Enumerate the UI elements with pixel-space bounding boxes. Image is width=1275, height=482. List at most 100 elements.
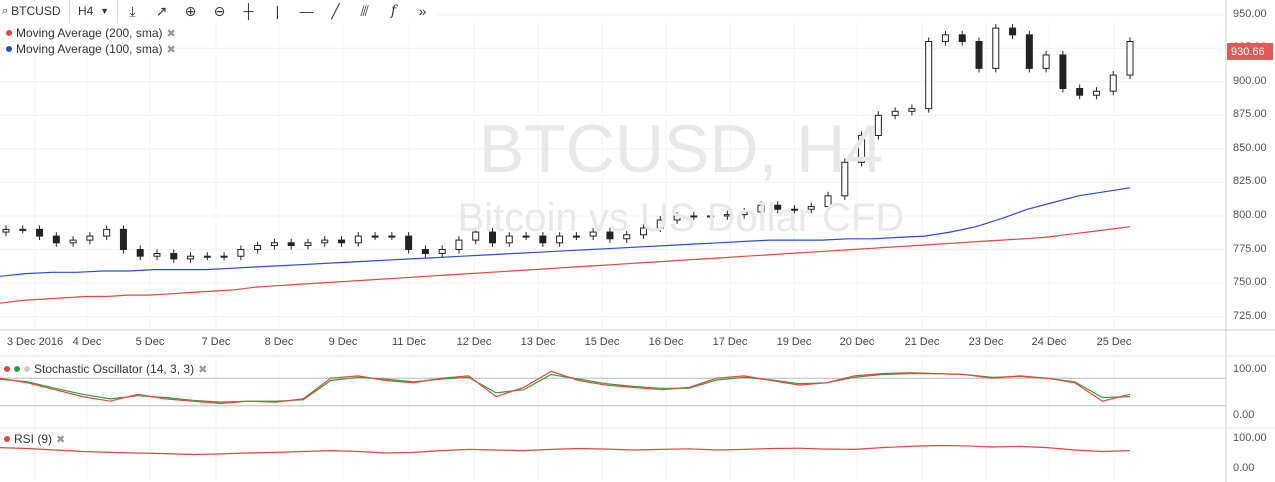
candle <box>824 191 832 211</box>
candle-body-up <box>925 41 933 110</box>
fib-icon[interactable]: ⫻ <box>360 2 369 19</box>
remove-icon[interactable]: ✖ <box>56 433 66 446</box>
rsi-panel <box>0 444 1131 456</box>
candle-body-down <box>606 231 614 240</box>
remove-icon[interactable]: ✖ <box>166 43 176 56</box>
candle <box>656 215 664 233</box>
candle-body-down <box>539 235 547 244</box>
price-tick-label: 725.00 <box>1233 309 1267 322</box>
crosshair-icon[interactable]: ┼ <box>243 3 254 19</box>
legend-ma100[interactable]: Moving Average (100, sma) ✖ <box>6 42 176 56</box>
candle <box>589 228 597 241</box>
candle-body-up <box>187 255 195 260</box>
stoch-tick-0: 0.00 <box>1233 409 1255 421</box>
rsi-tick-100: 100.00 <box>1233 432 1267 444</box>
candle-body-up <box>1092 90 1100 96</box>
candle <box>690 211 698 220</box>
candle-body-down <box>975 41 983 69</box>
zoom-out-icon[interactable]: ⊖ <box>213 2 226 19</box>
candle-body-up <box>220 255 228 258</box>
candle <box>841 158 849 200</box>
price-tick-label: 850.00 <box>1233 141 1267 154</box>
candle-body-up <box>992 27 1000 69</box>
candle-body-up <box>858 134 866 163</box>
candle <box>740 207 748 219</box>
more-icon[interactable]: » <box>418 3 427 19</box>
remove-icon[interactable]: ✖ <box>166 27 176 40</box>
candle <box>304 238 312 250</box>
candle-body-down <box>1025 34 1033 69</box>
legend-ma100-label: Moving Average (100, sma) <box>16 42 163 56</box>
function-icon[interactable]: f <box>390 3 397 19</box>
candle-body-up <box>757 204 765 213</box>
date-tick-label: 23 Dec <box>968 336 1004 348</box>
legend-rsi-label: RSI (9) <box>14 432 53 446</box>
candle-body-down <box>774 204 782 210</box>
candle-body-up <box>556 235 564 244</box>
candle-body-down <box>52 235 60 244</box>
rsi-tick-0: 0.00 <box>1233 462 1255 474</box>
candle-body-up <box>438 249 446 255</box>
candle-body-up <box>707 215 715 218</box>
candle-body-down <box>287 242 295 246</box>
candlestick-series <box>2 24 1134 263</box>
candle-body-up <box>354 235 362 244</box>
candle <box>1042 50 1050 73</box>
candle-body-up <box>807 206 815 210</box>
price-tick-label: 950.00 <box>1233 7 1267 20</box>
legend-stochastic[interactable]: Stochastic Oscillator (14, 3, 3) ✖ <box>4 362 208 376</box>
candle <box>858 131 866 167</box>
candle <box>354 232 362 247</box>
candle-body-up <box>1126 41 1134 76</box>
candle <box>1092 87 1100 100</box>
candle <box>958 30 966 46</box>
candle-body-up <box>723 214 731 217</box>
stoch-k-color-dot <box>4 366 10 372</box>
date-tick-label: 7 Dec <box>201 336 231 348</box>
candle <box>438 245 446 258</box>
zoom-in-icon[interactable]: ⊕ <box>184 2 197 19</box>
date-tick-label: 24 Dec <box>1031 336 1067 348</box>
legend-rsi[interactable]: RSI (9) ✖ <box>4 432 66 446</box>
candle-body-up <box>237 249 245 257</box>
candle <box>405 232 413 254</box>
date-tick-label: 15 Dec <box>584 336 620 348</box>
ma200-series <box>0 226 1131 304</box>
candle <box>556 232 564 247</box>
candle-body-up <box>304 242 312 246</box>
candle-body-up <box>891 110 899 116</box>
candle-body-up <box>254 244 262 251</box>
compare-icon[interactable]: ⤓ <box>129 2 136 19</box>
remove-icon[interactable]: ✖ <box>198 363 208 376</box>
candle-body-down <box>1059 54 1067 89</box>
horizontal-line-icon[interactable]: — <box>299 3 314 19</box>
date-tick-label: 19 Dec <box>776 336 812 348</box>
trend-line-icon[interactable]: ╱ <box>331 2 340 19</box>
legend-ma200[interactable]: Moving Average (200, sma) ✖ <box>6 26 176 40</box>
interval-selector[interactable]: H4 ▼ <box>70 0 118 22</box>
candle-body-up <box>824 195 832 208</box>
candle <box>891 107 899 120</box>
indicators-icon[interactable]: ↗ <box>155 2 168 19</box>
date-tick-label: 4 Dec <box>72 336 102 348</box>
candle-body-up <box>673 215 681 221</box>
candle <box>992 24 1000 73</box>
candle-body-down <box>958 34 966 43</box>
price-tick-label: 800.00 <box>1233 208 1267 221</box>
date-tick-label: 5 Dec <box>135 336 165 348</box>
candle <box>371 232 379 241</box>
candle <box>639 224 647 239</box>
search-icon: ⌕ <box>2 4 9 17</box>
candle-body-up <box>656 219 664 229</box>
price-tick-label: 750.00 <box>1233 276 1267 289</box>
symbol-selector[interactable]: ⌕ BTCUSD <box>0 0 70 22</box>
date-tick-label: 8 Dec <box>264 336 294 348</box>
candle-body-up <box>522 235 530 238</box>
candle-body-up <box>505 235 513 244</box>
candle-body-up <box>589 231 597 237</box>
candle <box>975 37 983 73</box>
candle-body-up <box>908 108 916 112</box>
vertical-line-icon[interactable]: | <box>275 3 280 19</box>
